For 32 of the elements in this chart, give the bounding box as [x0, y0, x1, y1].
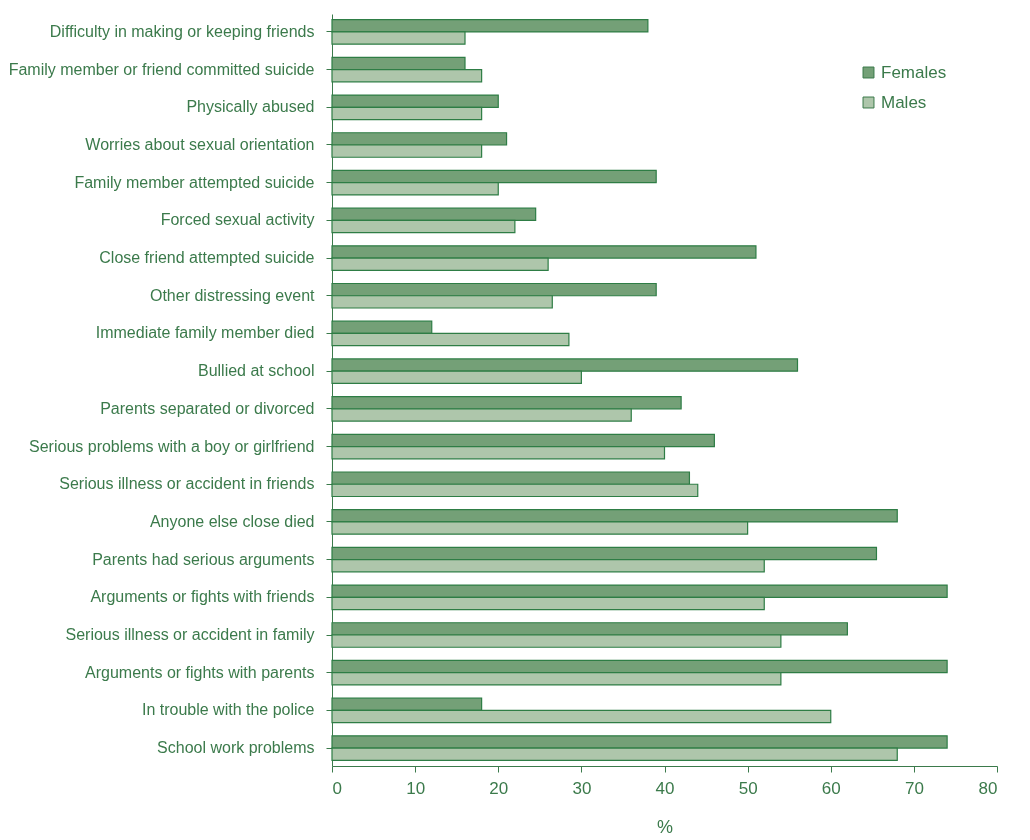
x-tick-label: 30: [572, 778, 592, 798]
y-tick-label: Arguments or fights with parents: [85, 663, 315, 681]
x-tick-label: 80: [978, 778, 998, 798]
y-tick-label: Physically abused: [186, 98, 315, 116]
y-tick-label: Worries about sexual orientation: [85, 135, 315, 153]
x-tick-label: 0: [332, 778, 342, 798]
legend-label: Males: [881, 92, 927, 112]
y-tick-label: Bullied at school: [197, 362, 315, 380]
y-tick-label: Parents separated or divorced: [100, 399, 315, 417]
y-tick-label: Close friend attempted suicide: [99, 249, 315, 267]
x-axis-title: %: [656, 816, 674, 837]
y-tick-label: Difficulty in making or keeping friends: [49, 22, 315, 40]
y-tick-label: Family member attempted suicide: [74, 173, 315, 191]
y-tick-label: Other distressing event: [149, 286, 316, 304]
y-tick-label: Serious illness or accident in friends: [59, 475, 315, 493]
y-tick-label: Family member or friend committed suicide: [8, 60, 315, 78]
x-tick-label: 20: [489, 778, 509, 798]
legend-label: Females: [881, 62, 947, 82]
y-tick-label: Serious problems with a boy or girlfriend: [29, 437, 315, 455]
x-tick-label: 50: [738, 778, 758, 798]
x-tick-label: 40: [655, 778, 675, 798]
y-tick-label: Anyone else close died: [149, 512, 315, 530]
y-tick-label: Serious illness or accident in family: [65, 626, 315, 644]
y-tick-label: Arguments or fights with friends: [90, 588, 315, 606]
x-tick-label: 70: [904, 778, 924, 798]
y-tick-label: School work problems: [157, 739, 315, 757]
y-tick-label: Parents had serious arguments: [92, 550, 315, 568]
x-tick-label: 10: [406, 778, 426, 798]
y-tick-label: Immediate family member died: [95, 324, 315, 342]
y-tick-label: Forced sexual activity: [160, 211, 315, 229]
x-tick-label: 60: [821, 778, 841, 798]
y-tick-label: In trouble with the police: [141, 701, 315, 719]
